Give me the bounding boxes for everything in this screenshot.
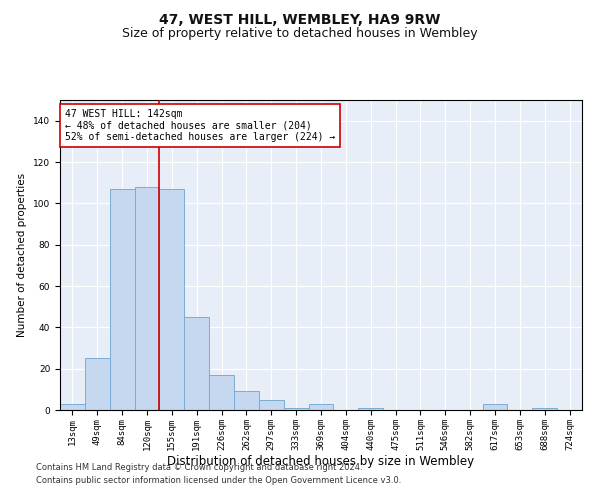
- Bar: [60, 404, 85, 410]
- Bar: [184, 317, 209, 410]
- Text: Size of property relative to detached houses in Wembley: Size of property relative to detached ho…: [122, 28, 478, 40]
- Bar: [209, 375, 234, 410]
- Bar: [284, 408, 308, 410]
- Text: Contains HM Land Registry data © Crown copyright and database right 2024.: Contains HM Land Registry data © Crown c…: [36, 464, 362, 472]
- Text: Contains public sector information licensed under the Open Government Licence v3: Contains public sector information licen…: [36, 476, 401, 485]
- Bar: [110, 189, 134, 410]
- Text: 47 WEST HILL: 142sqm
← 48% of detached houses are smaller (204)
52% of semi-deta: 47 WEST HILL: 142sqm ← 48% of detached h…: [65, 110, 335, 142]
- Bar: [234, 392, 259, 410]
- Bar: [134, 187, 160, 410]
- Bar: [358, 408, 383, 410]
- Bar: [85, 358, 110, 410]
- Bar: [259, 400, 284, 410]
- Text: 47, WEST HILL, WEMBLEY, HA9 9RW: 47, WEST HILL, WEMBLEY, HA9 9RW: [160, 12, 440, 26]
- Bar: [160, 189, 184, 410]
- Bar: [482, 404, 508, 410]
- Bar: [532, 408, 557, 410]
- Text: Distribution of detached houses by size in Wembley: Distribution of detached houses by size …: [167, 455, 475, 468]
- Bar: [308, 404, 334, 410]
- Y-axis label: Number of detached properties: Number of detached properties: [17, 173, 28, 337]
